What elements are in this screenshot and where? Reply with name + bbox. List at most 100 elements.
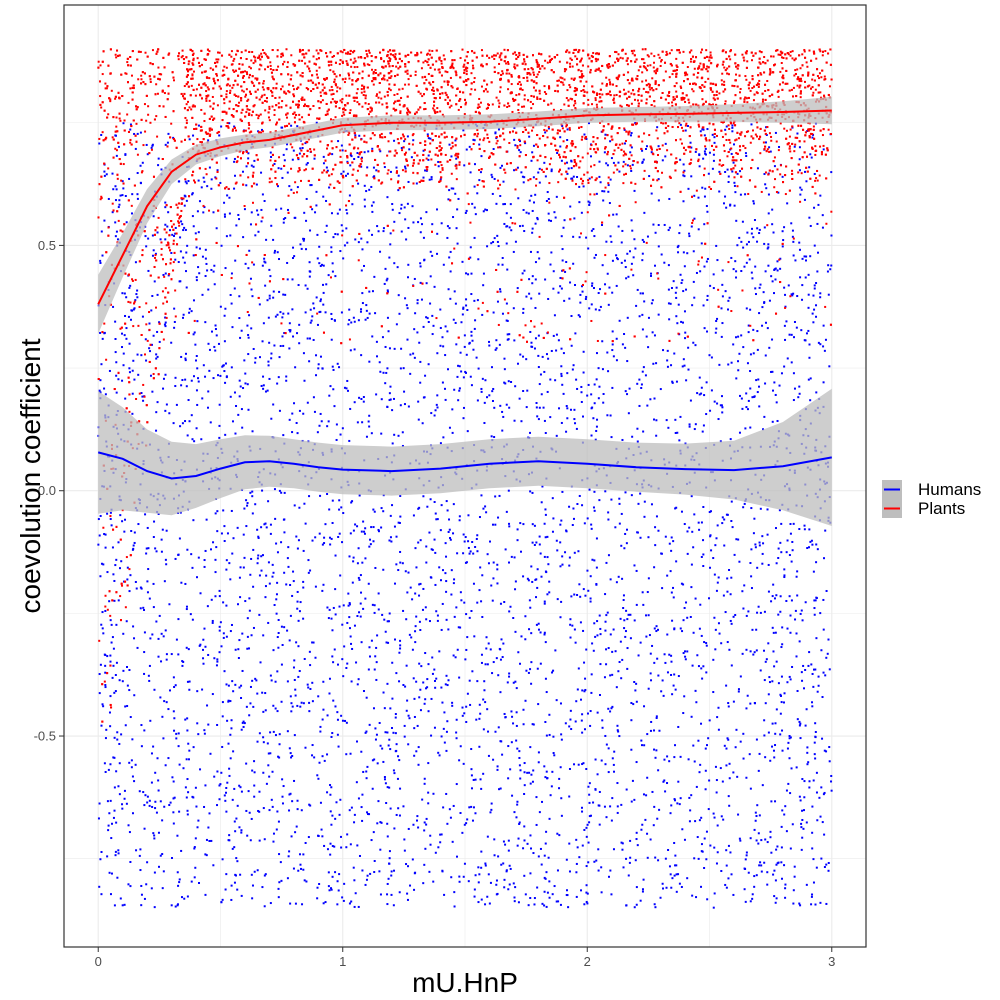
humans-point: [379, 821, 382, 824]
humans-point: [148, 597, 151, 600]
humans-point: [813, 308, 816, 311]
humans-point: [247, 157, 250, 160]
humans-point: [278, 881, 281, 884]
humans-point: [446, 720, 449, 723]
humans-point: [362, 607, 365, 610]
humans-point: [534, 193, 537, 196]
humans-point: [774, 732, 777, 735]
humans-point: [708, 597, 711, 600]
humans-point: [387, 744, 390, 747]
humans-point: [176, 834, 179, 837]
humans-point: [703, 134, 706, 137]
humans-point: [578, 201, 581, 204]
humans-point: [148, 322, 151, 325]
humans-point: [550, 168, 553, 171]
humans-point: [690, 563, 693, 566]
humans-point: [534, 222, 537, 225]
humans-point: [663, 261, 666, 264]
humans-point: [276, 313, 279, 316]
humans-point: [338, 208, 341, 211]
humans-point: [360, 641, 363, 644]
humans-point: [187, 742, 190, 745]
humans-point: [480, 155, 483, 158]
humans-point: [133, 637, 136, 640]
humans-point: [249, 277, 252, 280]
humans-point: [507, 849, 510, 852]
humans-point: [612, 161, 615, 164]
humans-point: [726, 168, 729, 171]
humans-point: [389, 385, 392, 388]
humans-point: [739, 675, 742, 678]
humans-point: [766, 247, 769, 250]
humans-point: [445, 500, 448, 503]
humans-point: [243, 722, 246, 725]
humans-point: [801, 284, 804, 287]
humans-point: [321, 718, 324, 721]
humans-point: [524, 142, 527, 145]
humans-point: [683, 523, 686, 526]
humans-point: [216, 770, 219, 773]
humans-point: [370, 639, 373, 642]
humans-point: [698, 528, 701, 531]
humans-point: [274, 734, 277, 737]
humans-point: [322, 708, 325, 711]
humans-point: [115, 558, 118, 561]
humans-point: [135, 293, 138, 296]
humans-point: [513, 900, 516, 903]
humans-point: [279, 861, 282, 864]
humans-point: [749, 837, 752, 840]
humans-point: [729, 203, 732, 206]
humans-point: [270, 798, 273, 801]
humans-point: [429, 576, 432, 579]
humans-point: [199, 768, 202, 771]
humans-point: [726, 641, 729, 644]
humans-point: [655, 419, 658, 422]
humans-point: [375, 169, 378, 172]
humans-point: [138, 854, 141, 857]
humans-point: [324, 901, 327, 904]
humans-point: [164, 321, 167, 324]
humans-point: [509, 867, 512, 870]
humans-point: [747, 324, 750, 327]
humans-point: [269, 523, 272, 526]
humans-point: [442, 345, 445, 348]
humans-point: [188, 311, 191, 314]
humans-point: [227, 839, 230, 842]
humans-point: [476, 550, 479, 553]
humans-point: [124, 397, 127, 400]
humans-point: [812, 881, 815, 884]
humans-point: [624, 630, 627, 633]
humans-point: [678, 439, 681, 442]
humans-point: [530, 341, 533, 344]
humans-point: [736, 775, 739, 778]
humans-point: [748, 258, 751, 261]
humans-point: [361, 292, 364, 295]
humans-point: [377, 230, 380, 233]
humans-point: [545, 871, 548, 874]
humans-point: [423, 259, 426, 262]
humans-point: [763, 861, 766, 864]
humans-point: [750, 123, 753, 126]
humans-point: [525, 295, 528, 298]
humans-point: [346, 379, 349, 382]
humans-point: [441, 381, 444, 384]
humans-point: [266, 742, 269, 745]
humans-point: [136, 171, 139, 174]
humans-point: [634, 859, 637, 862]
humans-point: [798, 169, 801, 172]
humans-point: [116, 738, 119, 741]
humans-point: [827, 293, 830, 296]
humans-point: [224, 362, 227, 365]
humans-point: [313, 756, 316, 759]
humans-point: [707, 172, 710, 175]
humans-point: [513, 169, 516, 172]
humans-point: [139, 607, 142, 610]
humans-point: [450, 155, 453, 158]
humans-point: [370, 204, 373, 207]
humans-point: [788, 734, 791, 737]
humans-point: [573, 418, 576, 421]
humans-point: [106, 571, 109, 574]
humans-point: [202, 662, 205, 665]
humans-point: [135, 587, 138, 590]
humans-point: [728, 568, 731, 571]
